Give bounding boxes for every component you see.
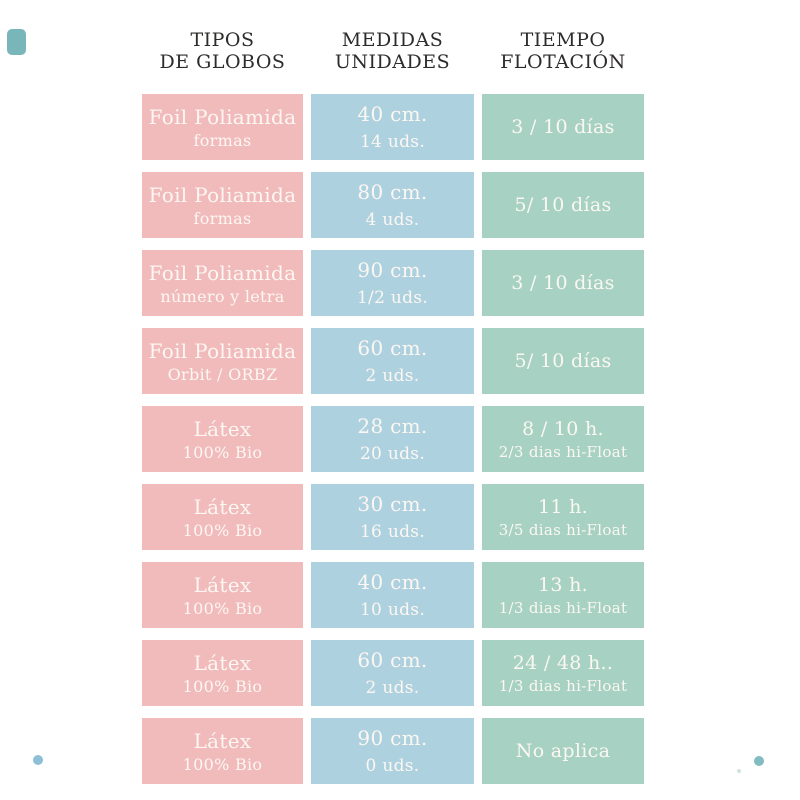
size-value: 90 cm. [357, 257, 428, 282]
units-value: 2 uds. [365, 677, 420, 698]
balloon-type-cell: Látex 100% Bio [142, 562, 303, 628]
units-value: 14 uds. [359, 131, 426, 152]
units-value: 10 uds. [359, 599, 426, 620]
balloon-type-subtitle: formas [193, 208, 252, 228]
size-value: 40 cm. [357, 101, 428, 126]
float-time-value: 5/ 10 días [514, 349, 612, 372]
size-units-cell: 30 cm. 16 uds. [311, 484, 474, 550]
float-time-cell: 8 / 10 h. 2/3 dias hi-Float [482, 406, 644, 472]
units-value: 16 uds. [359, 521, 426, 542]
header-line: DE GLOBOS [159, 51, 286, 73]
size-value: 60 cm. [357, 647, 428, 672]
balloon-type-name: Látex [193, 728, 252, 753]
balloon-type-cell: Foil Poliamida Orbit / ORBZ [142, 328, 303, 394]
header-line: MEDIDAS [341, 29, 444, 51]
balloon-type-cell: Foil Poliamida formas [142, 172, 303, 238]
balloon-type-cell: Látex 100% Bio [142, 484, 303, 550]
size-value: 40 cm. [357, 569, 428, 594]
balloon-type-cell: Látex 100% Bio [142, 640, 303, 706]
balloon-type-subtitle: 100% Bio [182, 442, 263, 462]
balloon-type-subtitle: 100% Bio [182, 676, 263, 696]
balloon-type-name: Látex [193, 494, 252, 519]
corner-dot-bottom-left [33, 755, 43, 765]
size-value: 90 cm. [357, 725, 428, 750]
corner-square-decoration [7, 29, 26, 55]
corner-dot-bottom-right-small [737, 769, 741, 773]
float-time-cell: 24 / 48 h.. 1/3 dias hi-Float [482, 640, 644, 706]
size-value: 30 cm. [357, 491, 428, 516]
balloon-type-subtitle: 100% Bio [182, 598, 263, 618]
header-line: TIEMPO [520, 29, 606, 51]
corner-dot-bottom-right [754, 756, 764, 766]
float-time-value: 11 h. [538, 495, 588, 518]
units-value: 20 uds. [359, 443, 426, 464]
float-time-value: 5/ 10 días [514, 193, 612, 216]
balloon-type-name: Látex [193, 416, 252, 441]
units-value: 1/2 uds. [356, 287, 429, 308]
float-time-value: 8 / 10 h. [522, 417, 604, 440]
size-units-cell: 90 cm. 1/2 uds. [311, 250, 474, 316]
balloon-type-cell: Foil Poliamida formas [142, 94, 303, 160]
table-header-row: TIPOS DE GLOBOS MEDIDAS UNIDADES TIEMPO … [142, 29, 644, 73]
float-time-value: 13 h. [538, 573, 588, 596]
balloon-type-name: Foil Poliamida [148, 338, 297, 363]
size-units-cell: 28 cm. 20 uds. [311, 406, 474, 472]
balloon-type-subtitle: 100% Bio [182, 754, 263, 774]
balloon-type-name: Látex [193, 572, 252, 597]
balloon-type-subtitle: 100% Bio [182, 520, 263, 540]
size-units-cell: 40 cm. 14 uds. [311, 94, 474, 160]
float-time-value: 3 / 10 días [511, 271, 615, 294]
units-value: 4 uds. [365, 209, 420, 230]
size-value: 80 cm. [357, 179, 428, 204]
header-tiempo-flotacion: TIEMPO FLOTACIÓN [482, 29, 644, 73]
float-time-note: 3/5 dias hi-Float [498, 520, 628, 539]
balloon-type-name: Foil Poliamida [148, 104, 297, 129]
units-value: 2 uds. [365, 365, 420, 386]
float-time-cell: 3 / 10 días [482, 94, 644, 160]
header-line: UNIDADES [334, 51, 451, 73]
balloon-type-cell: Látex 100% Bio [142, 406, 303, 472]
header-tipos-de-globos: TIPOS DE GLOBOS [142, 29, 303, 73]
balloon-type-name: Foil Poliamida [148, 260, 297, 285]
size-units-cell: 80 cm. 4 uds. [311, 172, 474, 238]
size-value: 60 cm. [357, 335, 428, 360]
float-time-value: No aplica [515, 739, 611, 762]
float-time-cell: 5/ 10 días [482, 172, 644, 238]
float-time-note: 1/3 dias hi-Float [498, 676, 628, 695]
size-units-cell: 60 cm. 2 uds. [311, 640, 474, 706]
units-value: 0 uds. [365, 755, 420, 776]
header-line: FLOTACIÓN [500, 51, 626, 73]
balloon-type-subtitle: número y letra [160, 286, 285, 306]
float-time-cell: 11 h. 3/5 dias hi-Float [482, 484, 644, 550]
float-time-value: 3 / 10 días [511, 115, 615, 138]
float-time-note: 2/3 dias hi-Float [498, 442, 628, 461]
float-time-cell: No aplica [482, 718, 644, 784]
header-medidas-unidades: MEDIDAS UNIDADES [311, 29, 474, 73]
size-value: 28 cm. [357, 413, 428, 438]
balloon-type-cell: Látex 100% Bio [142, 718, 303, 784]
balloon-type-subtitle: formas [193, 130, 252, 150]
float-time-note: 1/3 dias hi-Float [498, 598, 628, 617]
size-units-cell: 40 cm. 10 uds. [311, 562, 474, 628]
size-units-cell: 60 cm. 2 uds. [311, 328, 474, 394]
size-units-cell: 90 cm. 0 uds. [311, 718, 474, 784]
float-time-cell: 3 / 10 días [482, 250, 644, 316]
balloon-type-cell: Foil Poliamida número y letra [142, 250, 303, 316]
table-body: Foil Poliamida formas 40 cm. 14 uds. 3 /… [142, 94, 644, 784]
float-time-cell: 5/ 10 días [482, 328, 644, 394]
balloon-type-name: Látex [193, 650, 252, 675]
balloon-type-name: Foil Poliamida [148, 182, 297, 207]
header-line: TIPOS [190, 29, 255, 51]
float-time-value: 24 / 48 h.. [512, 651, 614, 674]
float-time-cell: 13 h. 1/3 dias hi-Float [482, 562, 644, 628]
balloon-type-subtitle: Orbit / ORBZ [167, 364, 278, 384]
